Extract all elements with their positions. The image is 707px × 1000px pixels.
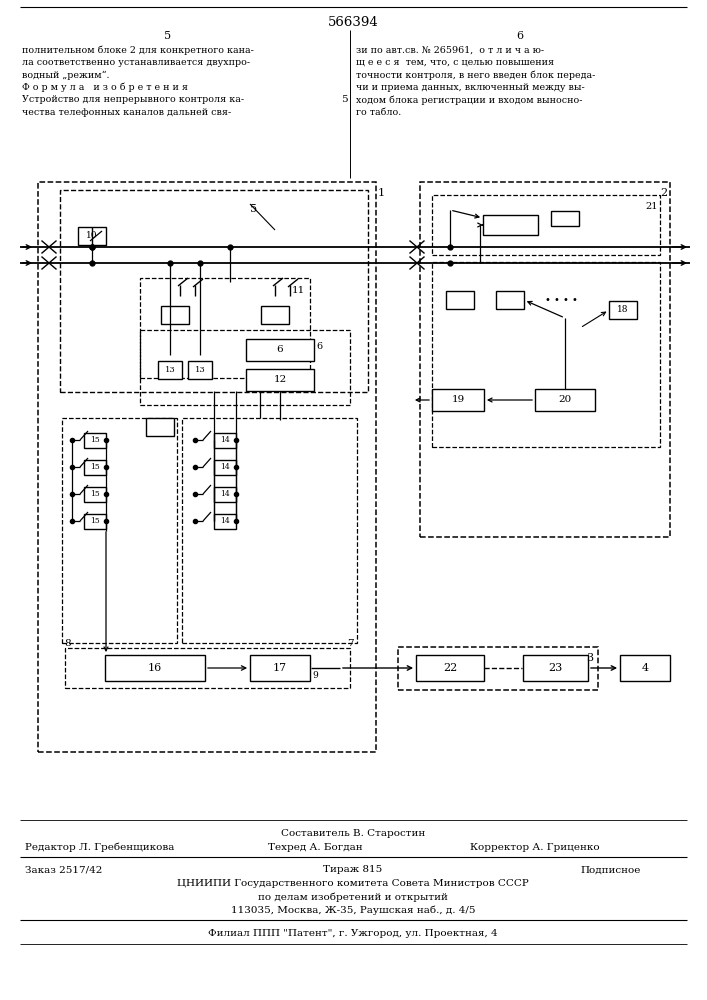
- Text: 13: 13: [194, 366, 205, 374]
- Text: ЦНИИПИ Государственного комитета Совета Министров СССР: ЦНИИПИ Государственного комитета Совета …: [177, 880, 529, 888]
- Bar: [432, 389, 484, 411]
- Text: • • • •: • • • •: [545, 295, 578, 305]
- Text: 14: 14: [220, 490, 230, 498]
- Bar: [446, 291, 474, 309]
- Text: 17: 17: [273, 663, 287, 673]
- Bar: [140, 330, 350, 405]
- Text: 16: 16: [148, 663, 162, 673]
- Text: 15: 15: [90, 517, 100, 525]
- Text: 12: 12: [274, 375, 286, 384]
- Bar: [551, 211, 579, 226]
- Text: Подписное: Подписное: [580, 865, 641, 874]
- Bar: [84, 432, 106, 448]
- Text: щ е е с я  тем, что, с целью повышения: щ е е с я тем, что, с целью повышения: [356, 58, 554, 67]
- Bar: [84, 460, 106, 475]
- Text: 9: 9: [312, 672, 317, 680]
- Bar: [432, 262, 660, 447]
- Text: Филиал ППП "Патент", г. Ужгород, ул. Проектная, 4: Филиал ППП "Патент", г. Ужгород, ул. Про…: [208, 928, 498, 938]
- Bar: [62, 418, 177, 643]
- Bar: [84, 487, 106, 502]
- Bar: [182, 418, 357, 643]
- Text: Тираж 815: Тираж 815: [323, 865, 382, 874]
- Text: ходом блока регистрации и входом выносно-: ходом блока регистрации и входом выносно…: [356, 95, 583, 105]
- Text: 6: 6: [276, 346, 284, 355]
- Text: чества телефонных каналов дальней свя-: чества телефонных каналов дальней свя-: [22, 108, 231, 117]
- Bar: [246, 369, 314, 391]
- Text: зи по авт.св. № 265961,  о т л и ч а ю-: зи по авт.св. № 265961, о т л и ч а ю-: [356, 45, 544, 54]
- Text: Корректор А. Гриценко: Корректор А. Гриценко: [470, 842, 600, 852]
- Bar: [158, 361, 182, 379]
- Text: Заказ 2517/42: Заказ 2517/42: [25, 865, 103, 874]
- Text: Составитель В. Старостин: Составитель В. Старостин: [281, 828, 425, 838]
- Text: 3: 3: [586, 653, 593, 663]
- Text: 7: 7: [347, 639, 354, 648]
- Bar: [214, 487, 236, 502]
- Bar: [420, 182, 670, 537]
- Text: 13: 13: [165, 366, 175, 374]
- Text: 19: 19: [451, 395, 464, 404]
- Text: 5: 5: [165, 31, 172, 41]
- Text: 566394: 566394: [327, 15, 378, 28]
- Bar: [214, 514, 236, 528]
- Text: 10: 10: [86, 232, 98, 240]
- Text: 22: 22: [443, 663, 457, 673]
- Bar: [432, 195, 660, 255]
- Bar: [78, 227, 106, 245]
- Bar: [65, 648, 350, 688]
- Text: 2: 2: [660, 188, 667, 198]
- Text: 6: 6: [516, 31, 524, 41]
- Text: ла соответственно устанавливается двухпро-: ла соответственно устанавливается двухпр…: [22, 58, 250, 67]
- Bar: [188, 361, 212, 379]
- Bar: [146, 418, 174, 436]
- Text: 14: 14: [220, 436, 230, 444]
- Bar: [140, 278, 310, 378]
- Text: точности контроля, в него введен блок переда-: точности контроля, в него введен блок пе…: [356, 70, 595, 80]
- Bar: [609, 301, 637, 319]
- Text: водный „режим“.: водный „режим“.: [22, 70, 110, 80]
- Bar: [416, 655, 484, 681]
- Bar: [214, 460, 236, 475]
- Text: 11: 11: [292, 286, 305, 295]
- Text: 15: 15: [90, 490, 100, 498]
- Text: Устройство для непрерывного контроля ка-: Устройство для непрерывного контроля ка-: [22, 96, 244, 104]
- Text: по делам изобретений и открытий: по делам изобретений и открытий: [258, 892, 448, 902]
- Text: Редактор Л. Гребенщикова: Редактор Л. Гребенщикова: [25, 842, 175, 852]
- Text: 20: 20: [559, 395, 572, 404]
- Bar: [482, 215, 537, 235]
- Bar: [214, 432, 236, 448]
- Bar: [398, 647, 598, 690]
- Text: го табло.: го табло.: [356, 108, 402, 117]
- Text: 21: 21: [645, 202, 658, 211]
- Bar: [60, 190, 368, 392]
- Bar: [535, 389, 595, 411]
- Text: 8: 8: [64, 639, 71, 648]
- Text: 15: 15: [90, 436, 100, 444]
- Bar: [161, 306, 189, 324]
- Text: чи и приема данных, включенный между вы-: чи и приема данных, включенный между вы-: [356, 83, 585, 92]
- Bar: [620, 655, 670, 681]
- Bar: [84, 514, 106, 528]
- Text: 23: 23: [548, 663, 562, 673]
- Bar: [105, 655, 205, 681]
- Text: 18: 18: [617, 306, 629, 314]
- Text: полнительном блоке 2 для конкретного кана-: полнительном блоке 2 для конкретного кан…: [22, 45, 254, 55]
- Text: 14: 14: [220, 517, 230, 525]
- Text: 113035, Москва, Ж-35, Раушская наб., д. 4/5: 113035, Москва, Ж-35, Раушская наб., д. …: [230, 905, 475, 915]
- Bar: [38, 182, 376, 752]
- Text: 1: 1: [378, 188, 385, 198]
- Bar: [522, 655, 588, 681]
- Text: 14: 14: [220, 463, 230, 471]
- Bar: [496, 291, 524, 309]
- Bar: [261, 306, 289, 324]
- Text: 6: 6: [316, 342, 322, 351]
- Text: 4: 4: [641, 663, 648, 673]
- Text: 5: 5: [250, 204, 257, 214]
- Bar: [246, 339, 314, 361]
- Text: 5: 5: [341, 96, 348, 104]
- Bar: [250, 655, 310, 681]
- Text: Ф о р м у л а   и з о б р е т е н и я: Ф о р м у л а и з о б р е т е н и я: [22, 83, 188, 92]
- Text: Техред А. Богдан: Техред А. Богдан: [268, 842, 363, 852]
- Text: 15: 15: [90, 463, 100, 471]
